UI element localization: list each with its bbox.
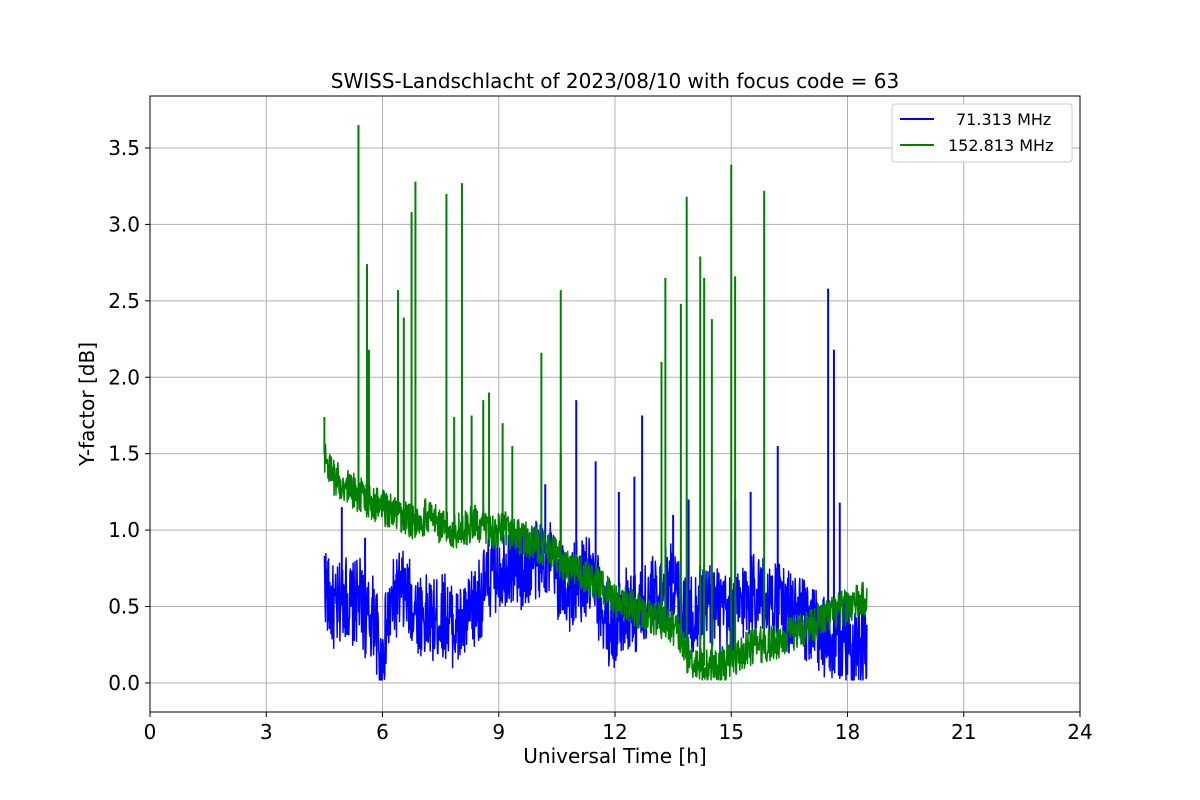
x-tick-label: 0 xyxy=(144,720,157,744)
legend-label-series-1: 71.313 MHz xyxy=(956,110,1051,129)
x-tick-label: 18 xyxy=(835,720,860,744)
x-tick-label: 6 xyxy=(376,720,389,744)
legend: 71.313 MHz 152.813 MHz xyxy=(891,103,1073,163)
series-layer xyxy=(323,125,868,681)
x-tick-label: 15 xyxy=(719,720,744,744)
y-tick-label: 2.0 xyxy=(108,365,140,389)
legend-box xyxy=(891,103,1073,163)
y-tick-label: 0.0 xyxy=(108,671,140,695)
y-tick-label: 1.0 xyxy=(108,518,140,542)
y-axis: 0.0 0.5 1.0 1.5 2.0 2.5 3.0 3.5 xyxy=(108,136,150,695)
y-tick-label: 3.5 xyxy=(108,136,140,160)
y-tick-label: 3.0 xyxy=(108,212,140,236)
x-tick-label: 9 xyxy=(492,720,505,744)
x-tick-label: 12 xyxy=(602,720,627,744)
y-tick-label: 1.5 xyxy=(108,442,140,466)
x-tick-label: 3 xyxy=(260,720,273,744)
series-line-2 xyxy=(323,443,868,681)
y-tick-label: 0.5 xyxy=(108,595,140,619)
y-tick-label: 2.5 xyxy=(108,289,140,313)
y-axis-label: Y-factor [dB] xyxy=(75,342,99,467)
x-axis-label: Universal Time [h] xyxy=(523,744,706,768)
x-tick-label: 24 xyxy=(1067,720,1092,744)
x-axis: 0 3 6 9 12 15 18 21 24 xyxy=(144,712,1093,744)
legend-label-series-2: 152.813 MHz xyxy=(948,136,1053,155)
chart-title: SWISS-Landschlacht of 2023/08/10 with fo… xyxy=(331,69,899,93)
x-tick-label: 21 xyxy=(951,720,976,744)
